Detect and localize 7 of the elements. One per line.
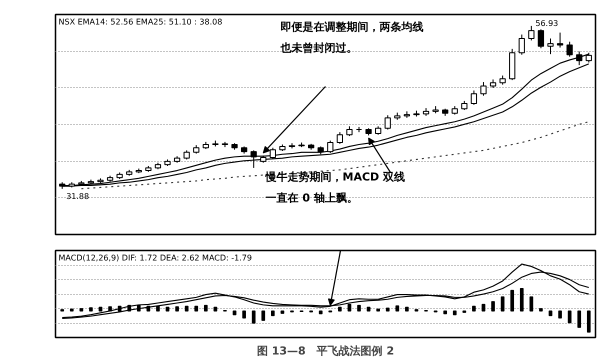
annotation: 慢牛走势期间，MACD 双线一直在 0 轴上飘。	[264, 170, 405, 204]
annotation: 56.93	[535, 18, 558, 28]
caption: 图 13—8 平飞战法图例 2	[256, 344, 394, 358]
text: 31.88	[66, 192, 90, 201]
chart-title: MACD(12,26,9) DIF: 1.72 DEA: 2.62 MACD: -1.79	[58, 254, 252, 262]
chart-title: NSX EMA14: 52.56 EMA25: 51.10 : 38.08	[58, 18, 222, 26]
annotation: 即便是在调整期间，两条均线也未曾封闭过。	[280, 20, 424, 54]
